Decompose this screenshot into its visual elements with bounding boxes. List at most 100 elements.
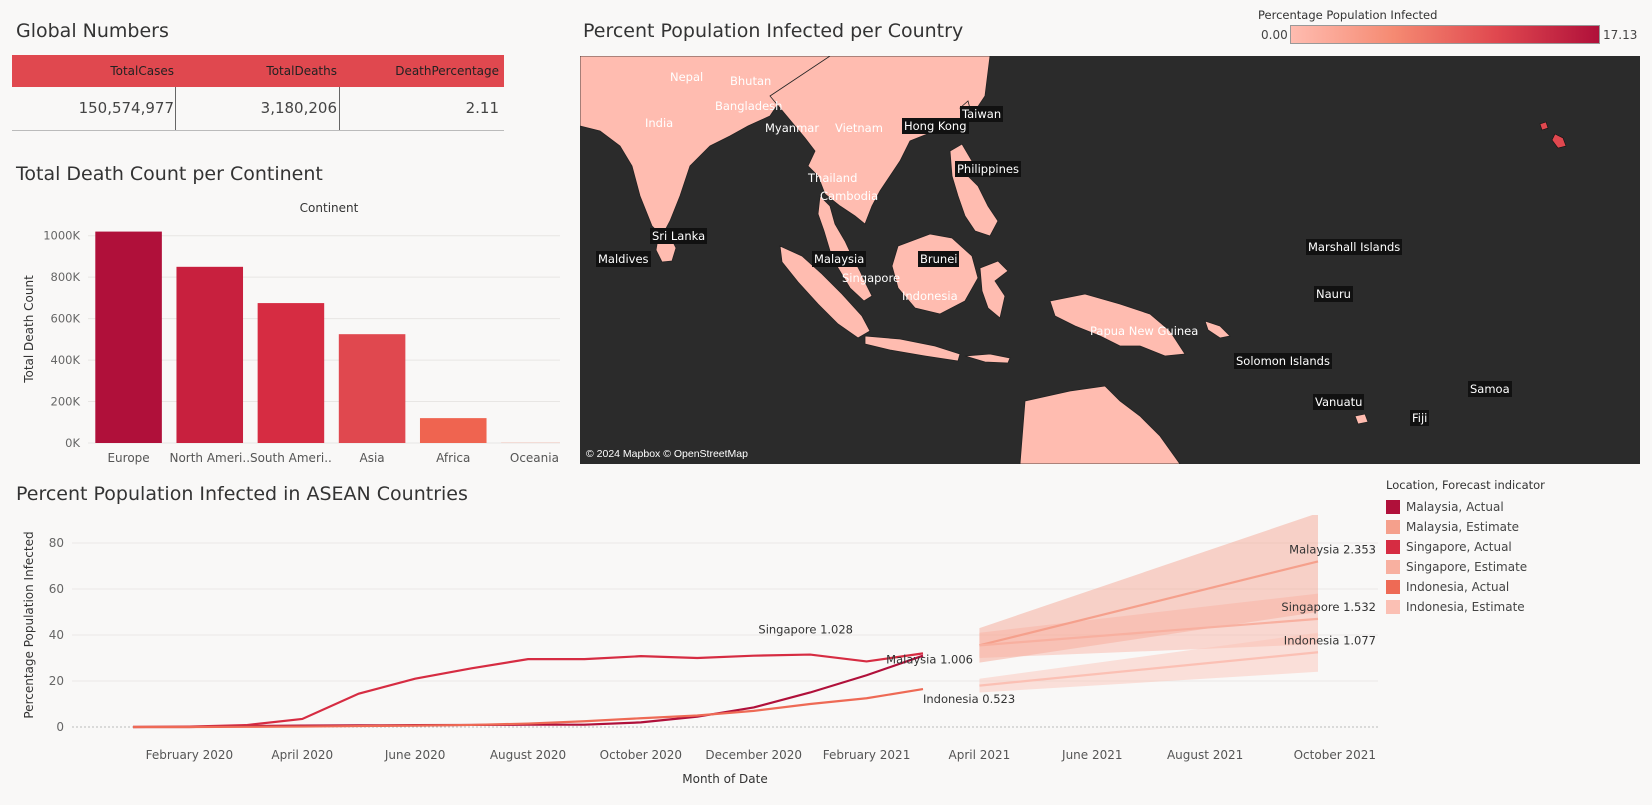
legend-item-label: Singapore, Estimate (1406, 560, 1528, 574)
infection-map[interactable]: India Bangladesh Myanmar Vietnam Hong Kong Ta… (580, 56, 1640, 464)
line-x-tick-label: August 2021 (1167, 748, 1243, 762)
column-divider (175, 87, 176, 130)
bar-y-tick-label: 0K (65, 436, 80, 450)
line-x-tick-label: June 2020 (384, 748, 446, 762)
line-x-tick-label: April 2020 (271, 748, 333, 762)
line-singapore-actual[interactable] (132, 652, 924, 729)
line-chart-legend: Location, Forecast indicator Malaysia, A… (1386, 478, 1545, 617)
value-total-cases: 150,574,977 (78, 99, 174, 117)
map-label-philippines: Philippines (955, 161, 1021, 177)
map-label-myanmar: Myanmar (765, 121, 820, 135)
label-indonesia-actual: Indonesia 0.523 (923, 692, 1015, 706)
map-label-brunei: Brunei (918, 251, 960, 267)
map-legend-gradient (1290, 25, 1600, 44)
line-chart-title: Percent Population Infected in ASEAN Cou… (16, 483, 468, 505)
map-label-indonesia: Indonesia (902, 289, 958, 303)
band-malaysia-estimate (979, 515, 1318, 663)
line-x-tick-label: February 2021 (823, 748, 911, 762)
line-x-tick-label: October 2020 (600, 748, 682, 762)
legend-swatch (1386, 540, 1400, 554)
map-label-bangladesh: Bangladesh (715, 99, 783, 113)
bar-y-tick-label: 600K (51, 312, 81, 326)
label-malaysia-actual: Malaysia 1.006 (886, 653, 973, 667)
bar-chart-title: Total Death Count per Continent (16, 163, 323, 185)
legend-swatch (1386, 560, 1400, 574)
map-label-hong-kong: Hong Kong (902, 118, 969, 134)
map-label-singapore: Singapore (842, 271, 901, 285)
line-legend-title: Location, Forecast indicator (1386, 478, 1545, 492)
global-numbers-table: TotalCases TotalDeaths DeathPercentage 1… (12, 55, 504, 131)
map-credit: © 2024 Mapbox © OpenStreetMap (586, 448, 748, 460)
bar-x-tick-label: Africa (436, 451, 470, 465)
line-y-tick-label: 40 (49, 628, 64, 642)
line-x-tick-label: December 2020 (705, 748, 802, 762)
bar-y-tick-label: 200K (51, 395, 81, 409)
legend-item-label: Indonesia, Actual (1406, 580, 1510, 594)
bar-x-tick-label: Oceania (510, 451, 559, 465)
label-indonesia-estimate: Indonesia 1.077 (1284, 633, 1376, 647)
bar-x-tick-label: North Ameri.. (169, 451, 250, 465)
label-singapore-estimate: Singapore 1.532 (1281, 600, 1376, 614)
legend-item-malaysia-estimate[interactable]: Malaysia, Estimate (1386, 517, 1545, 537)
map-label-solomon-islands: Solomon Islands (1234, 353, 1332, 369)
header-total-deaths: TotalDeaths (266, 64, 337, 78)
map-label-thailand: Thailand (808, 171, 858, 185)
bar-south-ameri[interactable] (257, 303, 325, 443)
line-y-tick-label: 60 (49, 582, 64, 596)
line-malaysia-estimate[interactable] (979, 560, 1319, 647)
legend-item-label: Malaysia, Estimate (1406, 520, 1520, 534)
legend-swatch (1386, 520, 1400, 534)
global-numbers-title: Global Numbers (16, 20, 169, 42)
map-label-nauru: Nauru (1314, 286, 1353, 302)
legend-item-indonesia-estimate[interactable]: Indonesia, Estimate (1386, 597, 1545, 617)
line-x-tick-label: August 2020 (490, 748, 566, 762)
legend-item-label: Singapore, Actual (1406, 540, 1512, 554)
map-label-samoa: Samoa (1468, 381, 1512, 397)
bar-x-tick-label: Asia (360, 451, 385, 465)
line-y-tick-label: 20 (49, 674, 64, 688)
line-x-tick-label: February 2020 (146, 748, 234, 762)
map-label-malaysia: Malaysia (812, 251, 867, 267)
line-singapore-estimate[interactable] (979, 617, 1319, 647)
map-landmass (580, 56, 1567, 464)
map-label-fiji: Fiji (1410, 410, 1430, 426)
map-label-sri-lanka: Sri Lanka (650, 228, 708, 244)
bar-asia[interactable] (338, 334, 406, 443)
line-x-tick-label: June 2021 (1061, 748, 1123, 762)
line-chart-x-axis-label: Month of Date (682, 772, 768, 786)
line-chart-y-axis-label: Percentage Population Infected (22, 531, 36, 718)
bar-y-tick-label: 400K (51, 353, 81, 367)
legend-item-label: Malaysia, Actual (1406, 500, 1504, 514)
line-malaysia-actual[interactable] (133, 654, 924, 729)
legend-item-indonesia-actual[interactable]: Indonesia, Actual (1386, 577, 1545, 597)
line-y-tick-label: 0 (56, 720, 64, 734)
bar-europe[interactable] (95, 231, 162, 443)
asean-line-chart: Percentage Population Infected Month of … (22, 515, 1378, 786)
bar-x-tick-label: South Ameri.. (250, 451, 332, 465)
legend-item-singapore-actual[interactable]: Singapore, Actual (1386, 537, 1545, 557)
value-death-percentage: 2.11 (465, 99, 499, 117)
label-singapore-actual: Singapore 1.028 (758, 622, 853, 636)
map-label-india: India (645, 116, 674, 130)
map-title: Percent Population Infected per Country (583, 20, 964, 42)
map-legend-max: 17.13 (1603, 28, 1638, 42)
bar-y-tick-label: 800K (51, 270, 81, 284)
bar-x-tick-label: Europe (107, 451, 149, 465)
death-count-bar-chart: Continent Total Death Count 0K 200K 400K 60… (22, 201, 560, 465)
line-x-tick-label: April 2021 (949, 748, 1011, 762)
value-total-deaths: 3,180,206 (260, 99, 337, 117)
map-label-nepal: Nepal (670, 70, 704, 84)
bar-chart-header: Continent (300, 201, 359, 215)
map-label-vietnam: Vietnam (835, 121, 883, 135)
line-indonesia-estimate[interactable] (979, 651, 1319, 687)
column-divider (339, 87, 340, 130)
legend-item-malaysia-actual[interactable]: Malaysia, Actual (1386, 497, 1545, 517)
legend-item-label: Indonesia, Estimate (1406, 600, 1525, 614)
bar-north-ameri[interactable] (176, 266, 244, 443)
legend-item-singapore-estimate[interactable]: Singapore, Estimate (1386, 557, 1545, 577)
bar-africa[interactable] (419, 418, 487, 443)
legend-swatch (1386, 500, 1400, 514)
global-numbers-header-row: TotalCases TotalDeaths DeathPercentage (12, 55, 504, 87)
line-indonesia-actual[interactable] (133, 687, 924, 729)
header-total-cases: TotalCases (110, 64, 174, 78)
